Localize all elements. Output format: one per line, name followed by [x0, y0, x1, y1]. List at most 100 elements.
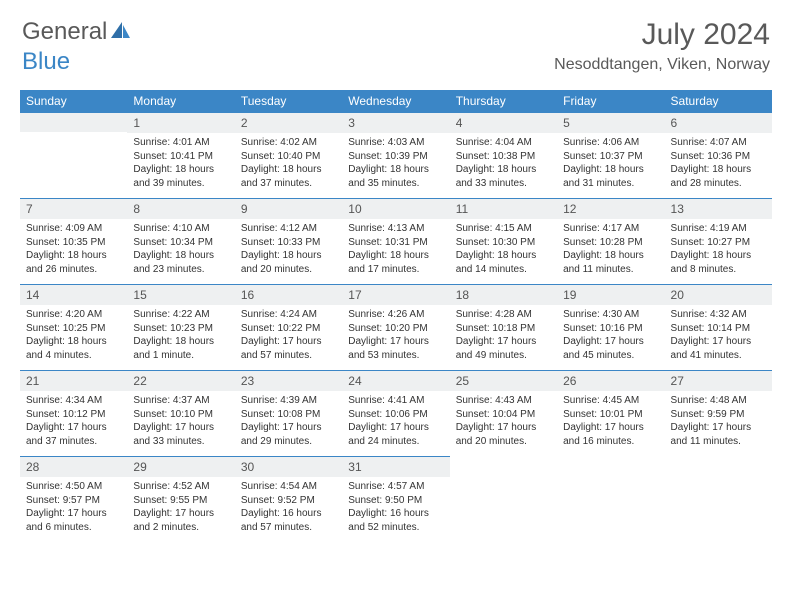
daylight-text: and 28 minutes. [671, 177, 766, 191]
sunrise-text: Sunrise: 4:19 AM [671, 222, 766, 236]
sunrise-text: Sunrise: 4:03 AM [348, 136, 443, 150]
daylight-text: Daylight: 17 hours [456, 335, 551, 349]
sunset-text: Sunset: 9:55 PM [133, 494, 228, 508]
daylight-text: and 57 minutes. [241, 521, 336, 535]
sunrise-text: Sunrise: 4:17 AM [563, 222, 658, 236]
daylight-text: Daylight: 17 hours [563, 421, 658, 435]
calendar-cell: 6Sunrise: 4:07 AMSunset: 10:36 PMDayligh… [665, 112, 772, 198]
daylight-text: Daylight: 18 hours [133, 249, 228, 263]
day-details: Sunrise: 4:22 AMSunset: 10:23 PMDaylight… [127, 305, 234, 365]
day-details: Sunrise: 4:24 AMSunset: 10:22 PMDaylight… [235, 305, 342, 365]
daylight-text: and 1 minute. [133, 349, 228, 363]
sunrise-text: Sunrise: 4:04 AM [456, 136, 551, 150]
sunset-text: Sunset: 10:37 PM [563, 150, 658, 164]
weekday-header-row: Sunday Monday Tuesday Wednesday Thursday… [20, 90, 772, 112]
day-number: 18 [450, 284, 557, 305]
calendar-cell: 29Sunrise: 4:52 AMSunset: 9:55 PMDayligh… [127, 456, 234, 546]
weekday-header: Sunday [20, 90, 127, 112]
calendar-cell: 14Sunrise: 4:20 AMSunset: 10:25 PMDaylig… [20, 284, 127, 370]
day-number: 2 [235, 112, 342, 133]
sunset-text: Sunset: 10:14 PM [671, 322, 766, 336]
day-number: 1 [127, 112, 234, 133]
sunset-text: Sunset: 10:31 PM [348, 236, 443, 250]
calendar-row: 7Sunrise: 4:09 AMSunset: 10:35 PMDayligh… [20, 198, 772, 284]
day-details: Sunrise: 4:20 AMSunset: 10:25 PMDaylight… [20, 305, 127, 365]
sunset-text: Sunset: 10:35 PM [26, 236, 121, 250]
sunrise-text: Sunrise: 4:43 AM [456, 394, 551, 408]
daylight-text: and 16 minutes. [563, 435, 658, 449]
daylight-text: and 20 minutes. [456, 435, 551, 449]
sunset-text: Sunset: 10:16 PM [563, 322, 658, 336]
sunset-text: Sunset: 10:18 PM [456, 322, 551, 336]
sunset-text: Sunset: 10:06 PM [348, 408, 443, 422]
daylight-text: Daylight: 18 hours [26, 335, 121, 349]
calendar-cell: 30Sunrise: 4:54 AMSunset: 9:52 PMDayligh… [235, 456, 342, 546]
day-details: Sunrise: 4:50 AMSunset: 9:57 PMDaylight:… [20, 477, 127, 537]
calendar-cell: 10Sunrise: 4:13 AMSunset: 10:31 PMDaylig… [342, 198, 449, 284]
day-details: Sunrise: 4:48 AMSunset: 9:59 PMDaylight:… [665, 391, 772, 451]
calendar-cell: 23Sunrise: 4:39 AMSunset: 10:08 PMDaylig… [235, 370, 342, 456]
day-details: Sunrise: 4:04 AMSunset: 10:38 PMDaylight… [450, 133, 557, 193]
sunrise-text: Sunrise: 4:15 AM [456, 222, 551, 236]
sunset-text: Sunset: 10:20 PM [348, 322, 443, 336]
daylight-text: Daylight: 17 hours [133, 507, 228, 521]
sunset-text: Sunset: 9:57 PM [26, 494, 121, 508]
sunrise-text: Sunrise: 4:09 AM [26, 222, 121, 236]
daylight-text: Daylight: 18 hours [563, 163, 658, 177]
daylight-text: Daylight: 17 hours [671, 421, 766, 435]
day-details: Sunrise: 4:32 AMSunset: 10:14 PMDaylight… [665, 305, 772, 365]
calendar-cell: 12 Sunrise: 4:17 AMSunset: 10:28 PMDaylig… [557, 198, 664, 284]
daylight-text: Daylight: 17 hours [26, 507, 121, 521]
daylight-text: and 2 minutes. [133, 521, 228, 535]
sunrise-text: Sunrise: 4:57 AM [348, 480, 443, 494]
sunset-text: Sunset: 10:41 PM [133, 150, 228, 164]
day-details: Sunrise: 4:34 AMSunset: 10:12 PMDaylight… [20, 391, 127, 451]
day-number: 21 [20, 370, 127, 391]
sunset-text: Sunset: 10:28 PM [563, 236, 658, 250]
calendar-row: 21Sunrise: 4:34 AMSunset: 10:12 PMDaylig… [20, 370, 772, 456]
calendar-cell: 3Sunrise: 4:03 AMSunset: 10:39 PMDayligh… [342, 112, 449, 198]
daylight-text: Daylight: 17 hours [348, 421, 443, 435]
day-number: 17 [342, 284, 449, 305]
sunrise-text: Sunrise: 4:45 AM [563, 394, 658, 408]
calendar-cell-empty [20, 112, 127, 198]
weekday-header: Thursday [450, 90, 557, 112]
calendar-cell-empty [557, 456, 664, 546]
calendar-cell: 24Sunrise: 4:41 AMSunset: 10:06 PMDaylig… [342, 370, 449, 456]
daylight-text: Daylight: 18 hours [348, 249, 443, 263]
sunset-text: Sunset: 10:01 PM [563, 408, 658, 422]
day-details: Sunrise: 4:43 AMSunset: 10:04 PMDaylight… [450, 391, 557, 451]
calendar-cell: 21Sunrise: 4:34 AMSunset: 10:12 PMDaylig… [20, 370, 127, 456]
day-details: Sunrise: 4:06 AMSunset: 10:37 PMDaylight… [557, 133, 664, 193]
daylight-text: and 6 minutes. [26, 521, 121, 535]
daylight-text: and 29 minutes. [241, 435, 336, 449]
logo-text-general: General [22, 18, 107, 46]
day-number: 6 [665, 112, 772, 133]
month-title: July 2024 [554, 18, 770, 52]
day-number: 12 [557, 198, 664, 219]
daylight-text: Daylight: 18 hours [563, 249, 658, 263]
sunrise-text: Sunrise: 4:34 AM [26, 394, 121, 408]
sunrise-text: Sunrise: 4:07 AM [671, 136, 766, 150]
sunrise-text: Sunrise: 4:39 AM [241, 394, 336, 408]
sunrise-text: Sunrise: 4:32 AM [671, 308, 766, 322]
daylight-text: Daylight: 18 hours [348, 163, 443, 177]
daylight-text: and 33 minutes. [456, 177, 551, 191]
calendar-row: 1Sunrise: 4:01 AMSunset: 10:41 PMDayligh… [20, 112, 772, 198]
calendar-cell: 26Sunrise: 4:45 AMSunset: 10:01 PMDaylig… [557, 370, 664, 456]
sunrise-text: Sunrise: 4:02 AM [241, 136, 336, 150]
day-details: Sunrise: 4:52 AMSunset: 9:55 PMDaylight:… [127, 477, 234, 537]
sunrise-text: Sunrise: 4:30 AM [563, 308, 658, 322]
day-details: Sunrise: 4:13 AMSunset: 10:31 PMDaylight… [342, 219, 449, 279]
day-number: 15 [127, 284, 234, 305]
daylight-text: and 23 minutes. [133, 263, 228, 277]
daylight-text: and 20 minutes. [241, 263, 336, 277]
sunset-text: Sunset: 10:36 PM [671, 150, 766, 164]
day-details: Sunrise: 4:57 AMSunset: 9:50 PMDaylight:… [342, 477, 449, 537]
brand-logo: General [22, 18, 132, 46]
sunset-text: Sunset: 10:30 PM [456, 236, 551, 250]
calendar-cell: 18Sunrise: 4:28 AMSunset: 10:18 PMDaylig… [450, 284, 557, 370]
calendar-cell: 17Sunrise: 4:26 AMSunset: 10:20 PMDaylig… [342, 284, 449, 370]
day-number: 4 [450, 112, 557, 133]
calendar-cell: 1Sunrise: 4:01 AMSunset: 10:41 PMDayligh… [127, 112, 234, 198]
